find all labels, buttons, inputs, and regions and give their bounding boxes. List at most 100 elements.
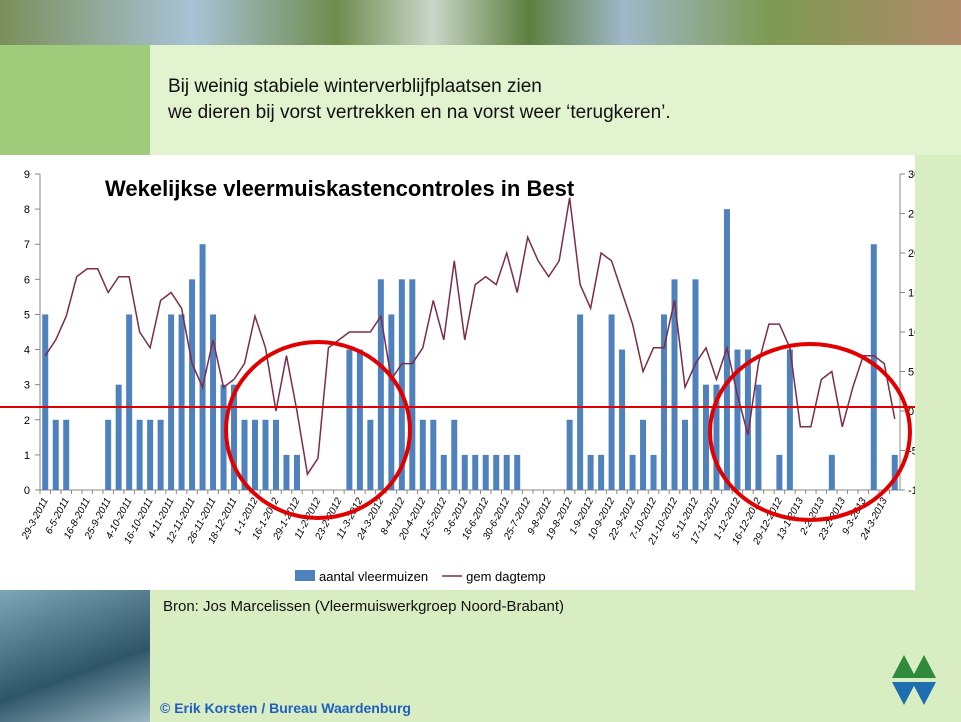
bar <box>241 419 248 490</box>
bar <box>891 454 898 490</box>
bar <box>147 419 154 490</box>
bar <box>42 314 49 490</box>
bar <box>430 419 437 490</box>
chart-title: Wekelijkse vleermuiskastencontroles in B… <box>105 176 575 201</box>
bar <box>272 419 279 490</box>
chart-background <box>0 155 915 590</box>
bar <box>786 349 793 490</box>
y-tick-label: 6 <box>24 274 30 286</box>
chart: 0123456789-10-505101520253029-3-20116-5-… <box>0 155 915 590</box>
bar <box>346 349 353 490</box>
y2-tick-label: 30 <box>908 169 915 181</box>
bar <box>503 454 510 490</box>
bar <box>377 279 384 490</box>
y2-tick-label: 20 <box>908 248 915 260</box>
bar <box>702 384 709 490</box>
y2-tick-label: 5 <box>908 367 914 379</box>
highlight-circle <box>708 342 912 522</box>
bar <box>210 314 217 490</box>
bar <box>629 454 636 490</box>
bar <box>482 454 489 490</box>
y-tick-label: 3 <box>24 380 30 392</box>
bar <box>713 384 720 490</box>
bar <box>608 314 615 490</box>
y-tick-label: 1 <box>24 450 30 462</box>
y-tick-label: 5 <box>24 309 30 321</box>
bar <box>577 314 584 490</box>
line <box>44 197 896 477</box>
bar <box>650 454 657 490</box>
bar <box>734 349 741 490</box>
bar <box>587 454 594 490</box>
bar <box>671 279 678 490</box>
bar <box>115 384 122 490</box>
bird-photo <box>0 590 150 722</box>
bar <box>105 419 112 490</box>
header-line: we dieren bij vorst vertrekken en na vor… <box>168 102 671 123</box>
y2-tick-label: 15 <box>908 288 915 300</box>
bar <box>293 454 300 490</box>
photo-banner <box>0 0 961 45</box>
bar <box>136 419 143 490</box>
source: Bron: Jos Marcelissen (Vleermuiswerkgroe… <box>163 598 564 615</box>
bar <box>461 454 468 490</box>
bar <box>178 314 185 490</box>
bar <box>472 454 479 490</box>
bar <box>231 384 238 490</box>
legend-swatch <box>295 570 315 581</box>
bar <box>220 384 227 490</box>
bar <box>52 419 59 490</box>
bar <box>661 314 668 490</box>
bar <box>776 454 783 490</box>
bar <box>419 419 426 490</box>
bar <box>440 454 447 490</box>
bar <box>63 419 70 490</box>
bar <box>598 454 605 490</box>
y2-tick-label: 0 <box>908 406 914 418</box>
bar <box>870 244 877 490</box>
highlight-circle <box>224 340 412 520</box>
bar <box>755 384 762 490</box>
y2-tick-label: 25 <box>908 209 915 221</box>
bar <box>409 279 416 490</box>
logo <box>892 655 936 705</box>
bar <box>744 349 751 490</box>
y2-tick-label: -10 <box>908 485 915 497</box>
side-panel <box>0 45 150 155</box>
bar <box>828 454 835 490</box>
bar <box>398 279 405 490</box>
y-tick-label: 0 <box>24 485 30 497</box>
legend-label: gem dagtemp <box>466 569 546 584</box>
y-tick-label: 4 <box>24 345 30 357</box>
y-tick-label: 8 <box>24 204 30 216</box>
bar <box>168 314 175 490</box>
bar <box>283 454 290 490</box>
bar <box>189 279 196 490</box>
legend-label: aantal vleermuizen <box>319 569 428 584</box>
y-tick-label: 2 <box>24 415 30 427</box>
header-line: Bij weinig stabiele winterverblijfplaats… <box>168 76 542 97</box>
bar <box>252 419 258 490</box>
y2-tick-label: 10 <box>908 327 915 339</box>
y2-tick-label: -5 <box>908 446 915 458</box>
bar <box>451 419 458 490</box>
y-tick-label: 9 <box>24 169 30 181</box>
bar <box>262 419 269 490</box>
header-box <box>150 45 961 155</box>
copyright: © Erik Korsten / Bureau Waardenburg <box>160 700 411 716</box>
y-tick-label: 7 <box>24 239 30 251</box>
bar <box>356 349 363 490</box>
bar <box>157 419 164 490</box>
bar <box>619 349 626 490</box>
bar <box>692 279 699 490</box>
bar <box>566 419 573 490</box>
bar <box>493 454 500 490</box>
bar <box>126 314 133 490</box>
bar <box>199 244 206 490</box>
bar <box>640 419 647 490</box>
bar <box>388 314 395 490</box>
bar <box>514 454 521 490</box>
bar <box>367 419 374 490</box>
bar <box>682 419 688 490</box>
